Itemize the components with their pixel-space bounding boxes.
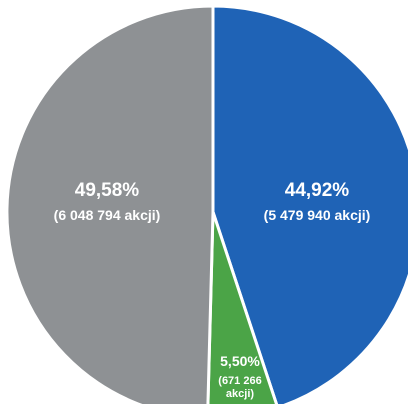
pie-slice-1-percent-label: 5,50% [220, 353, 260, 369]
pie-slice-0-percent-label: 44,92% [285, 180, 350, 201]
pie-slice-1-shares-label: akcji) [226, 388, 254, 400]
pie-slice-0-shares-label: (5 479 940 akcji) [264, 207, 371, 223]
pie-slice-2-shares-label: (6 048 794 akcji) [54, 207, 161, 223]
pie-labels: 44,92% (5 479 940 akcji) 5,50% (671 266akcj… [54, 180, 371, 400]
pie-slice-2-percent-label: 49,58% [75, 180, 140, 201]
pie-slice-1 [206, 211, 279, 404]
pie-slice-1-shares-label: (671 266 [218, 375, 261, 387]
pie-slice-0 [211, 4, 408, 404]
pie-slice-2 [5, 4, 215, 404]
pie-slices [5, 4, 408, 404]
